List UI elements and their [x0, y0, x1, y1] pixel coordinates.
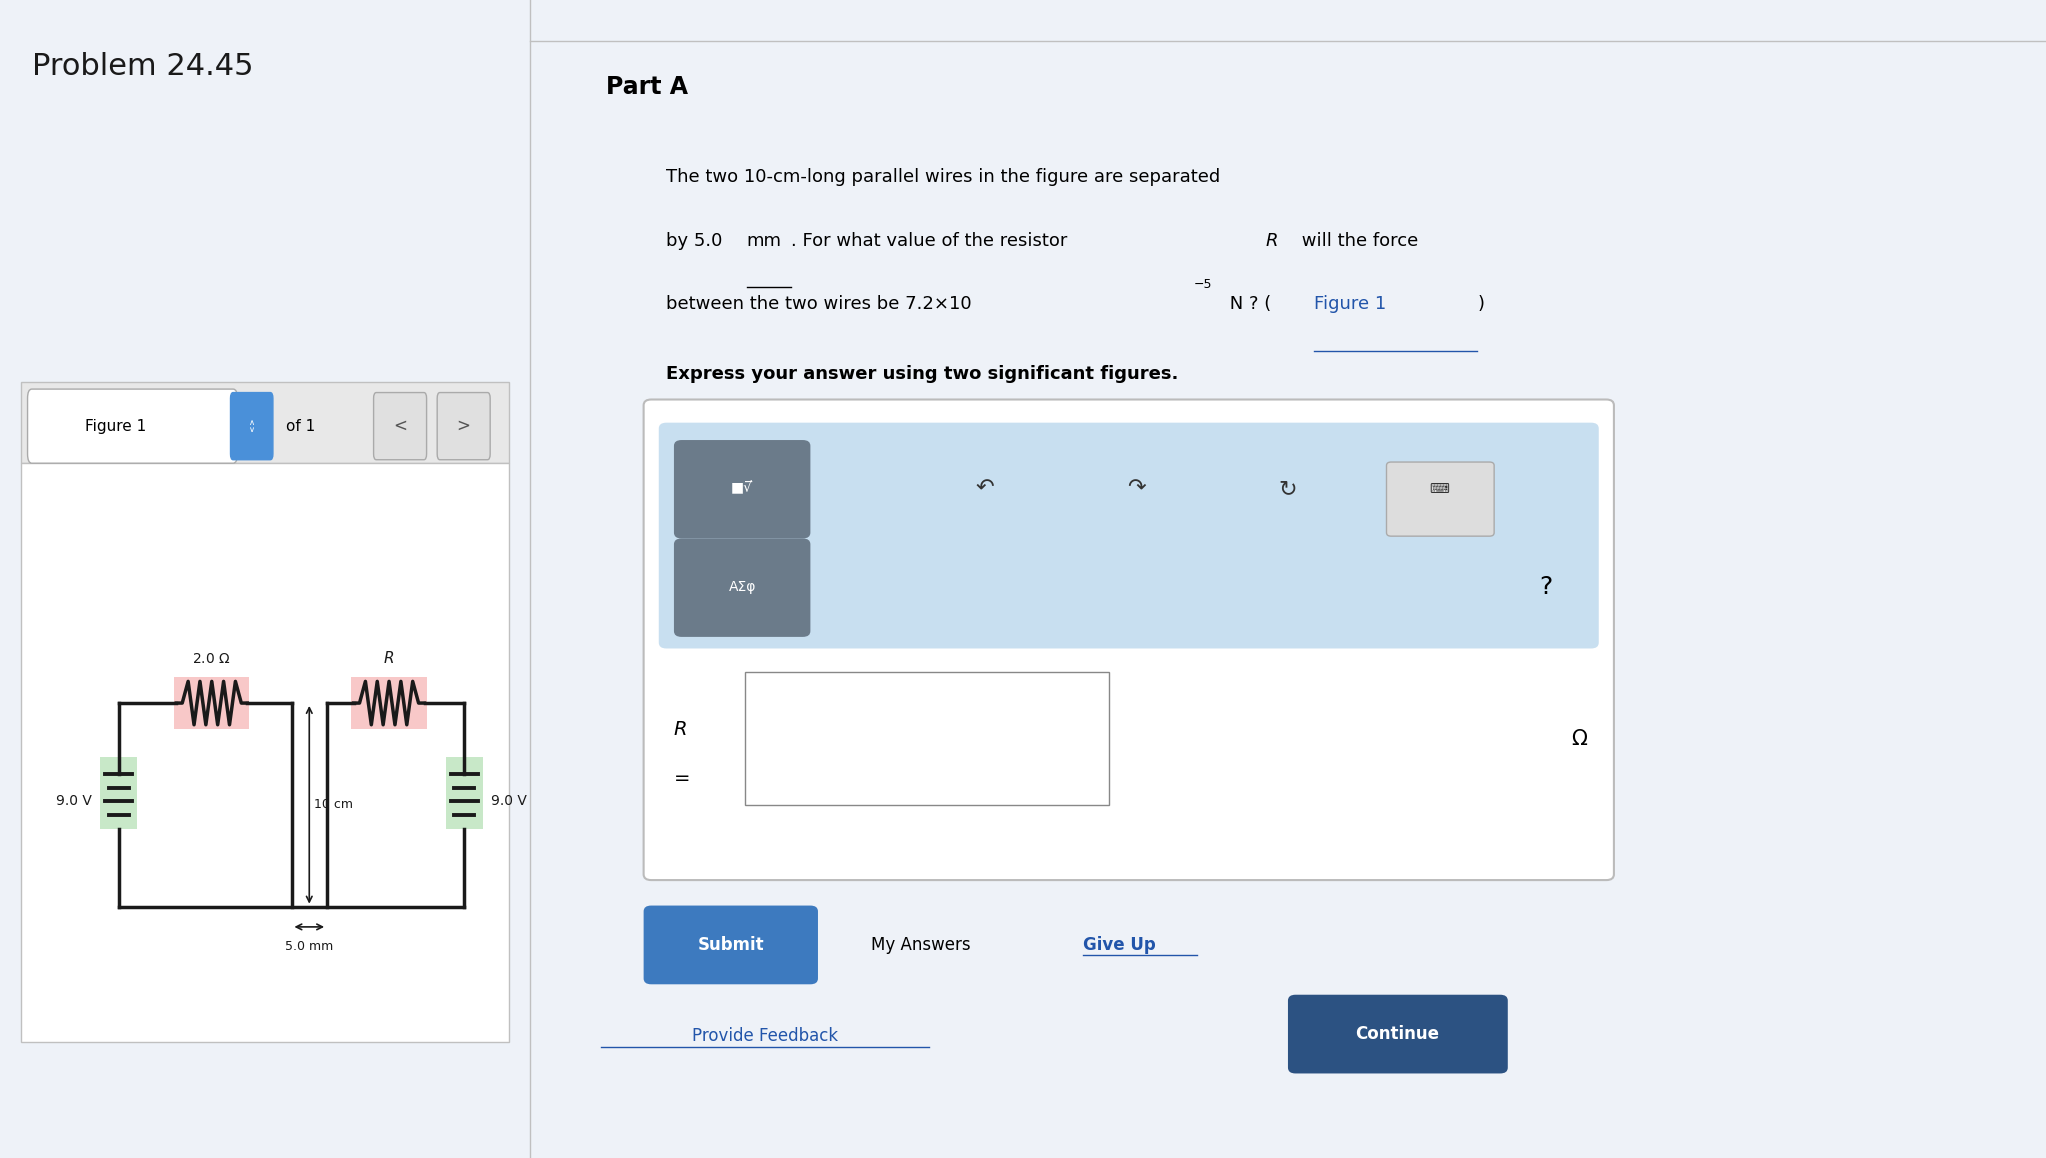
FancyBboxPatch shape — [352, 677, 428, 728]
Text: Part A: Part A — [606, 75, 687, 100]
Text: ): ) — [1477, 295, 1485, 314]
FancyBboxPatch shape — [27, 389, 237, 463]
Text: 10 cm: 10 cm — [313, 798, 352, 812]
FancyBboxPatch shape — [1289, 995, 1508, 1073]
Text: R: R — [385, 651, 395, 666]
Text: N ? (: N ? ( — [1224, 295, 1271, 314]
FancyBboxPatch shape — [644, 906, 818, 984]
Text: by 5.0: by 5.0 — [667, 232, 728, 250]
Text: Continue: Continue — [1354, 1025, 1438, 1043]
FancyBboxPatch shape — [231, 393, 272, 460]
Text: will the force: will the force — [1295, 232, 1418, 250]
Text: ΑΣφ: ΑΣφ — [728, 580, 755, 594]
Text: Figure 1: Figure 1 — [84, 419, 145, 433]
Text: Figure 1: Figure 1 — [1314, 295, 1385, 314]
Text: ↶: ↶ — [976, 478, 994, 499]
Text: ↷: ↷ — [1127, 478, 1146, 499]
Text: Express your answer using two significant figures.: Express your answer using two significan… — [667, 365, 1178, 383]
FancyBboxPatch shape — [20, 382, 509, 463]
Text: 2.0 $\Omega$: 2.0 $\Omega$ — [192, 652, 231, 666]
Text: R: R — [673, 720, 687, 739]
Text: of 1: of 1 — [286, 419, 315, 433]
Text: <: < — [393, 417, 407, 435]
Text: Provide Feedback: Provide Feedback — [692, 1027, 839, 1046]
FancyBboxPatch shape — [644, 400, 1614, 880]
Text: R: R — [1264, 232, 1277, 250]
Text: Problem 24.45: Problem 24.45 — [33, 52, 254, 81]
Text: Give Up: Give Up — [1082, 936, 1156, 954]
FancyBboxPatch shape — [745, 672, 1109, 805]
Text: My Answers: My Answers — [872, 936, 970, 954]
FancyBboxPatch shape — [446, 757, 483, 829]
Text: mm: mm — [747, 232, 782, 250]
Text: between the two wires be 7.2×10: between the two wires be 7.2×10 — [667, 295, 972, 314]
Text: Submit: Submit — [698, 936, 765, 954]
Text: −5: −5 — [1195, 278, 1213, 291]
FancyBboxPatch shape — [673, 440, 810, 538]
FancyBboxPatch shape — [100, 757, 137, 829]
FancyBboxPatch shape — [659, 423, 1598, 648]
FancyBboxPatch shape — [174, 677, 250, 728]
Text: ∧
∨: ∧ ∨ — [250, 418, 256, 434]
FancyBboxPatch shape — [673, 538, 810, 637]
FancyBboxPatch shape — [374, 393, 426, 460]
Text: 9.0 V: 9.0 V — [55, 794, 92, 808]
Text: The two 10-cm-long parallel wires in the figure are separated: The two 10-cm-long parallel wires in the… — [667, 168, 1221, 186]
FancyBboxPatch shape — [1387, 462, 1494, 536]
Text: ■√̅: ■√̅ — [730, 482, 753, 496]
Text: ⌨: ⌨ — [1430, 482, 1449, 496]
Text: 5.0 mm: 5.0 mm — [284, 940, 333, 953]
Text: =: = — [673, 769, 690, 787]
Text: >: > — [456, 417, 471, 435]
Text: . For what value of the resistor: . For what value of the resistor — [790, 232, 1072, 250]
FancyBboxPatch shape — [438, 393, 491, 460]
Text: ↻: ↻ — [1279, 478, 1297, 499]
FancyBboxPatch shape — [20, 463, 509, 1042]
Text: ?: ? — [1539, 576, 1553, 599]
Text: Ω: Ω — [1571, 728, 1588, 749]
Text: 9.0 V: 9.0 V — [491, 794, 528, 808]
